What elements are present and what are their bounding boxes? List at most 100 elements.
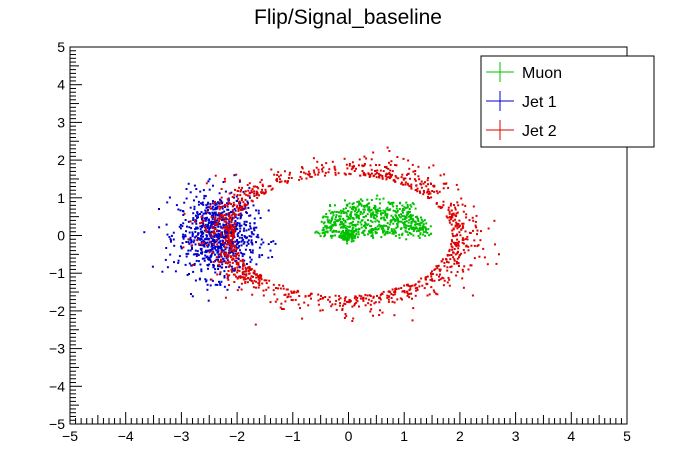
muon-point <box>374 230 377 233</box>
jet-2-point <box>416 286 419 289</box>
jet-2-point <box>419 191 422 194</box>
jet-1-point <box>227 199 230 202</box>
jet-2-point <box>369 303 372 306</box>
jet-2-point <box>244 207 247 210</box>
jet-2-point <box>400 182 403 185</box>
jet-1-point <box>206 227 209 229</box>
jet-1-point <box>211 211 214 214</box>
jet-2-point <box>404 183 407 186</box>
jet-2-point <box>454 206 457 209</box>
muon-point <box>342 233 345 236</box>
jet-1-point <box>216 251 219 254</box>
jet-1-point <box>200 240 203 243</box>
x-tick-label: −2 <box>229 428 245 444</box>
muon-point <box>325 227 328 230</box>
jet-1-point <box>193 262 196 265</box>
muon-point <box>347 234 350 237</box>
jet-2-point <box>230 217 233 220</box>
jet-2-point <box>483 256 486 259</box>
jet-2-point <box>389 175 392 178</box>
jet-2-point <box>236 276 239 279</box>
muon-point <box>363 208 366 211</box>
jet-2-point <box>391 170 394 173</box>
jet-1-point <box>175 204 178 207</box>
jet-1-point <box>249 222 252 225</box>
jet-2-point <box>456 234 458 237</box>
jet-1-point <box>191 231 194 234</box>
jet-1-point <box>207 258 210 260</box>
jet-1-point <box>249 227 252 230</box>
jet-1-point <box>204 251 207 254</box>
jet-2-point <box>372 151 375 154</box>
muon-point <box>372 207 375 209</box>
jet-1-point <box>219 225 222 228</box>
jet-1-point <box>218 237 221 240</box>
jet-1-point <box>257 212 260 215</box>
jet-1-point <box>209 256 212 259</box>
jet-1-point <box>179 223 182 226</box>
jet-2-point <box>252 271 255 274</box>
jet-2-point <box>473 257 476 260</box>
jet-2-point <box>232 245 235 248</box>
jet-2-point <box>345 163 348 166</box>
jet-1-point <box>227 208 230 211</box>
jet-2-point <box>453 204 455 207</box>
jet-2-point <box>224 180 226 183</box>
jet-2-point <box>276 177 278 180</box>
muon-point <box>407 221 410 224</box>
muon-point <box>370 199 373 201</box>
muon-point <box>344 221 347 224</box>
jet-2-point <box>381 176 384 179</box>
jet-2-point <box>433 268 436 271</box>
jet-1-point <box>201 214 204 217</box>
muon-point <box>324 234 326 237</box>
jet-2-point <box>239 194 242 197</box>
jet-2-point <box>450 223 453 226</box>
muon-point <box>380 227 383 230</box>
jet-2-point <box>434 292 437 295</box>
muon-point <box>380 213 383 216</box>
muon-point <box>370 225 373 228</box>
jet-1-point <box>187 252 190 255</box>
muon-point <box>412 230 415 232</box>
muon-point <box>332 224 334 227</box>
muon-point <box>394 234 397 237</box>
jet-2-point <box>261 183 264 186</box>
jet-2-point <box>235 206 238 209</box>
jet-1-point <box>221 234 224 237</box>
jet-2-point <box>457 226 460 228</box>
jet-1-point <box>191 235 194 238</box>
jet-2-point <box>278 181 281 184</box>
jet-2-point <box>235 263 238 266</box>
jet-2-point <box>343 157 346 160</box>
muon-point <box>395 205 398 207</box>
muon-point <box>405 226 408 229</box>
jet-2-point <box>388 172 391 174</box>
muon-point <box>366 205 369 208</box>
jet-1-point <box>210 223 213 225</box>
jet-2-point <box>241 208 244 211</box>
jet-2-point <box>223 246 226 249</box>
muon-point <box>343 238 346 241</box>
jet-1-point <box>240 240 243 243</box>
jet-2-point <box>450 202 453 205</box>
muon-point <box>401 218 404 221</box>
legend-entry-muon: Muon <box>486 62 562 82</box>
jet-2-point <box>256 186 259 188</box>
jet-1-point <box>172 238 175 241</box>
jet-2-point <box>370 168 373 171</box>
jet-2-point <box>351 305 354 308</box>
jet-1-point <box>200 249 203 252</box>
jet-2-point <box>265 279 268 282</box>
muon-point <box>360 204 363 207</box>
jet-1-point <box>214 206 217 209</box>
jet-2-point <box>265 282 268 285</box>
jet-1-point <box>221 244 224 246</box>
muon-point <box>342 235 345 237</box>
jet-2-point <box>242 201 245 204</box>
jet-2-point <box>200 216 203 219</box>
jet-1-point <box>219 265 222 268</box>
jet-1-point <box>239 227 242 230</box>
muon-point <box>347 230 349 233</box>
